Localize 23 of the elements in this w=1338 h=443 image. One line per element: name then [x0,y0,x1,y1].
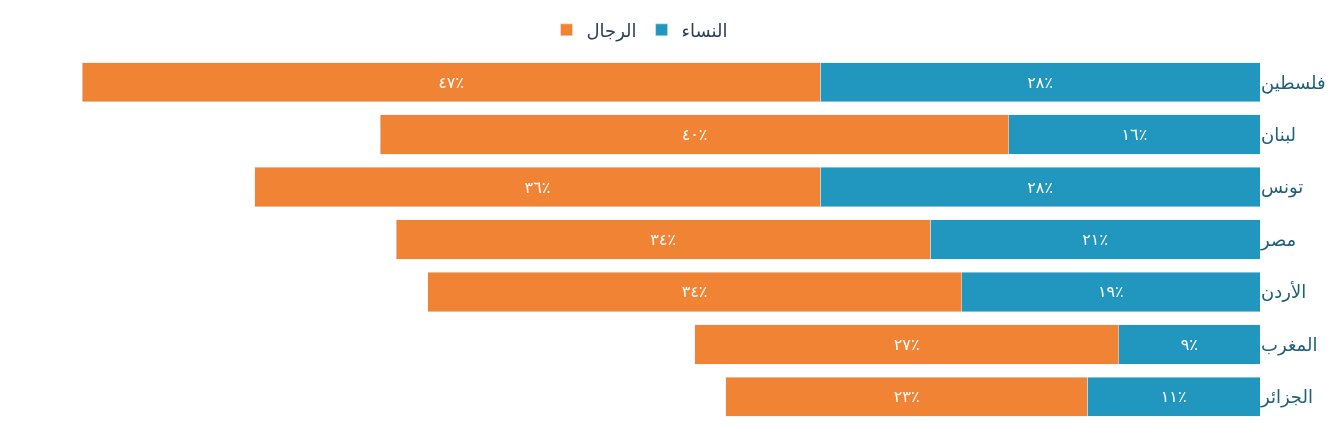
data-label: ٣٤٪ [650,230,677,249]
data-label: ٣٦٪ [524,177,551,197]
y-tick-label: مصر [1260,228,1297,251]
data-label: ٤٠٪ [681,125,708,145]
y-tick-label: المغرب [1261,333,1318,356]
data-label: ١٩٪ [1097,282,1124,302]
y-tick-label: تونس [1261,176,1304,199]
y-tick-label: الأردن [1261,281,1307,303]
data-label: ٤٧٪ [438,72,464,92]
y-tick-label: الجزائر [1260,386,1313,409]
data-label: ٢٧٪ [893,334,920,354]
data-label: ١١٪ [1160,387,1187,407]
y-tick-label: لبنان [1261,123,1297,145]
data-label: ٩٪ [1180,334,1198,354]
data-label: ٢١٪ [1082,230,1108,249]
data-label: ١٦٪ [1121,125,1148,145]
legend-label: الرجال [586,19,637,42]
y-tick-label: فلسطين [1261,71,1326,94]
data-label: ٣٤٪ [681,282,708,302]
data-label: ٢٨٪ [1027,177,1053,197]
legend-label: النساء [681,19,728,41]
data-label: ٢٨٪ [1027,72,1053,92]
data-label: ٢٣٪ [893,387,920,407]
